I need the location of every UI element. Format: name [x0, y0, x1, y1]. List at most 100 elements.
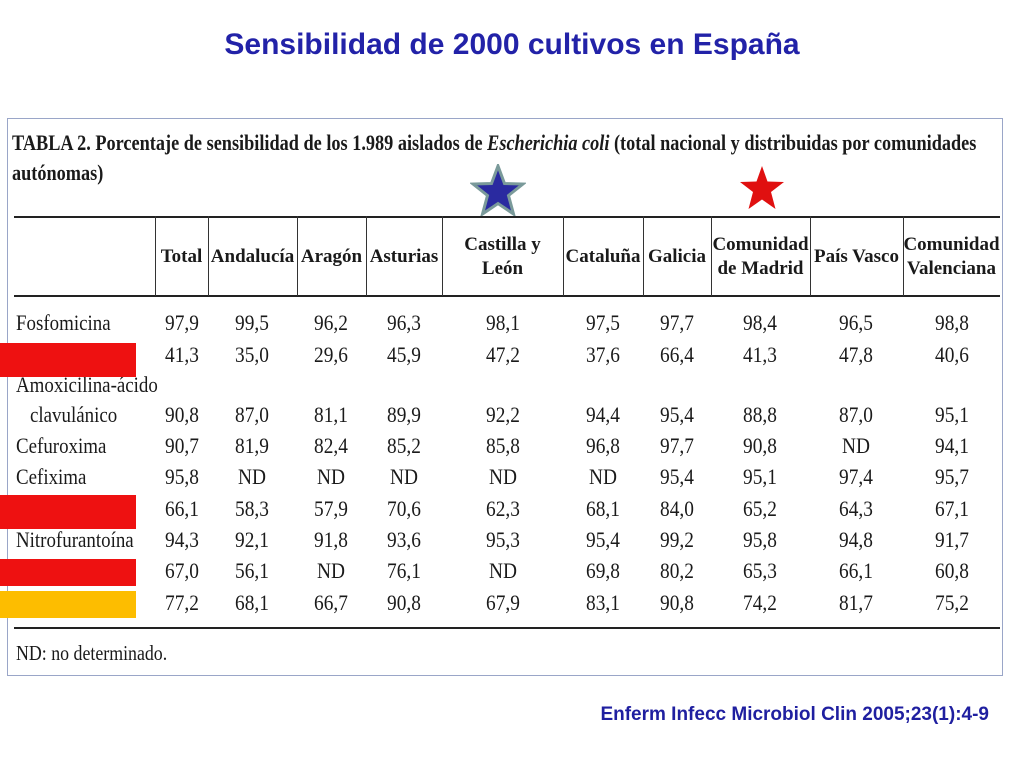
table-cell: 99,2 [660, 527, 694, 552]
table-cell: 68,1 [586, 496, 620, 521]
column-divider [563, 216, 564, 296]
table-cell: 65,3 [743, 558, 777, 583]
table-cell: ND [842, 433, 870, 458]
column-divider [643, 216, 644, 296]
table-cell: 66,1 [165, 496, 199, 521]
table-caption: TABLA 2. Porcentaje de sensibilidad de l… [12, 128, 976, 188]
table-cell: 94,1 [935, 433, 969, 458]
table-cell: 96,3 [387, 310, 421, 335]
column-header-line: Cataluña [565, 246, 641, 267]
column-header-line: Galicia [647, 246, 707, 267]
column-header-line: de Madrid [717, 258, 804, 279]
table-cell: 57,9 [314, 496, 348, 521]
table-cell: 92,2 [486, 402, 520, 427]
column-header: Comunidad de Madrid [711, 218, 810, 296]
table-cell: 96,5 [839, 310, 873, 335]
table-cell: 96,8 [586, 433, 620, 458]
citation: Enferm Infecc Microbiol Clin 2005;23(1):… [600, 704, 989, 725]
red-highlight-3 [0, 559, 136, 586]
column-header: Andalucía [208, 218, 297, 296]
table-cell: 58,3 [235, 496, 269, 521]
table-cell: 94,4 [586, 402, 620, 427]
table-cell: 95,7 [935, 464, 969, 489]
table-cell: 90,8 [165, 402, 199, 427]
column-header: Comunidad Valenciana [903, 218, 1000, 296]
table-cell: 83,1 [586, 590, 620, 615]
row-label: Fosfomicina [16, 310, 111, 335]
column-header-line: Aragón [300, 246, 363, 267]
table-cell: 91,8 [314, 527, 348, 552]
table-cell: 90,7 [165, 433, 199, 458]
slide-title: Sensibilidad de 2000 cultivos en España [224, 28, 800, 61]
table-cell: 88,8 [743, 402, 777, 427]
column-header-line: Asturias [369, 246, 439, 267]
table-cell: 75,2 [935, 590, 969, 615]
column-header: Aragón [297, 218, 366, 296]
table-cell: ND [489, 558, 517, 583]
table-cell: 45,9 [387, 342, 421, 367]
table-cell: 94,3 [165, 527, 199, 552]
table-cell: 99,5 [235, 310, 269, 335]
table-cell: 70,6 [387, 496, 421, 521]
table-cell: 47,2 [486, 342, 520, 367]
table-cell: 84,0 [660, 496, 694, 521]
table-cell: 69,8 [586, 558, 620, 583]
table-cell: 41,3 [743, 342, 777, 367]
table-cell: 47,8 [839, 342, 873, 367]
table-image-frame [7, 118, 1003, 676]
table-cell: 65,2 [743, 496, 777, 521]
table-cell: 29,6 [314, 342, 348, 367]
table-cell: 89,9 [387, 402, 421, 427]
table-cell: 66,1 [839, 558, 873, 583]
column-header: País Vasco [810, 218, 903, 296]
table-cell: 82,4 [314, 433, 348, 458]
table-footnote: ND: no determinado. [16, 641, 168, 665]
table-cell: 95,4 [660, 464, 694, 489]
column-divider [155, 216, 156, 296]
table-cell: 97,9 [165, 310, 199, 335]
column-header: Galicia [643, 218, 711, 296]
table-cell: 81,7 [839, 590, 873, 615]
table-cell: 94,8 [839, 527, 873, 552]
table-cell: 40,6 [935, 342, 969, 367]
table-cell: 80,2 [660, 558, 694, 583]
table-cell: 92,1 [235, 527, 269, 552]
yellow-highlight [0, 591, 136, 618]
table-cell: 98,8 [935, 310, 969, 335]
table-cell: ND [317, 558, 345, 583]
column-header: Cataluña [563, 218, 643, 296]
table-cell: 56,1 [235, 558, 269, 583]
column-divider [208, 216, 209, 296]
red-highlight-1 [0, 343, 136, 377]
column-header-line: País Vasco [814, 246, 899, 267]
table-cell: 76,1 [387, 558, 421, 583]
table-cell: 90,8 [387, 590, 421, 615]
table-cell: 67,0 [165, 558, 199, 583]
column-header-line: Valenciana [906, 258, 997, 279]
table-cell: 95,4 [660, 402, 694, 427]
table-top-rule [14, 216, 1000, 218]
red-star-icon [740, 166, 784, 209]
table-cell: 97,5 [586, 310, 620, 335]
table-cell: 60,8 [935, 558, 969, 583]
column-header-line: Castilla y León [464, 234, 541, 279]
red-highlight-2 [0, 495, 136, 529]
table-cell: 97,7 [660, 310, 694, 335]
table-cell: 87,0 [839, 402, 873, 427]
table-cell: 95,8 [743, 527, 777, 552]
table-cell: 95,3 [486, 527, 520, 552]
caption-line-2: autónomas) [12, 160, 104, 185]
blue-star-icon [470, 164, 526, 218]
table-cell: 98,4 [743, 310, 777, 335]
column-header: Asturias [366, 218, 442, 296]
table-cell: 66,7 [314, 590, 348, 615]
table-cell: 37,6 [586, 342, 620, 367]
column-header-line: Comunidad [903, 234, 1000, 255]
table-cell: 87,0 [235, 402, 269, 427]
table-cell: 98,1 [486, 310, 520, 335]
table-cell: 66,4 [660, 342, 694, 367]
table-cell: 68,1 [235, 590, 269, 615]
table-cell: ND [390, 464, 418, 489]
column-divider [711, 216, 712, 296]
table-cell: 67,9 [486, 590, 520, 615]
